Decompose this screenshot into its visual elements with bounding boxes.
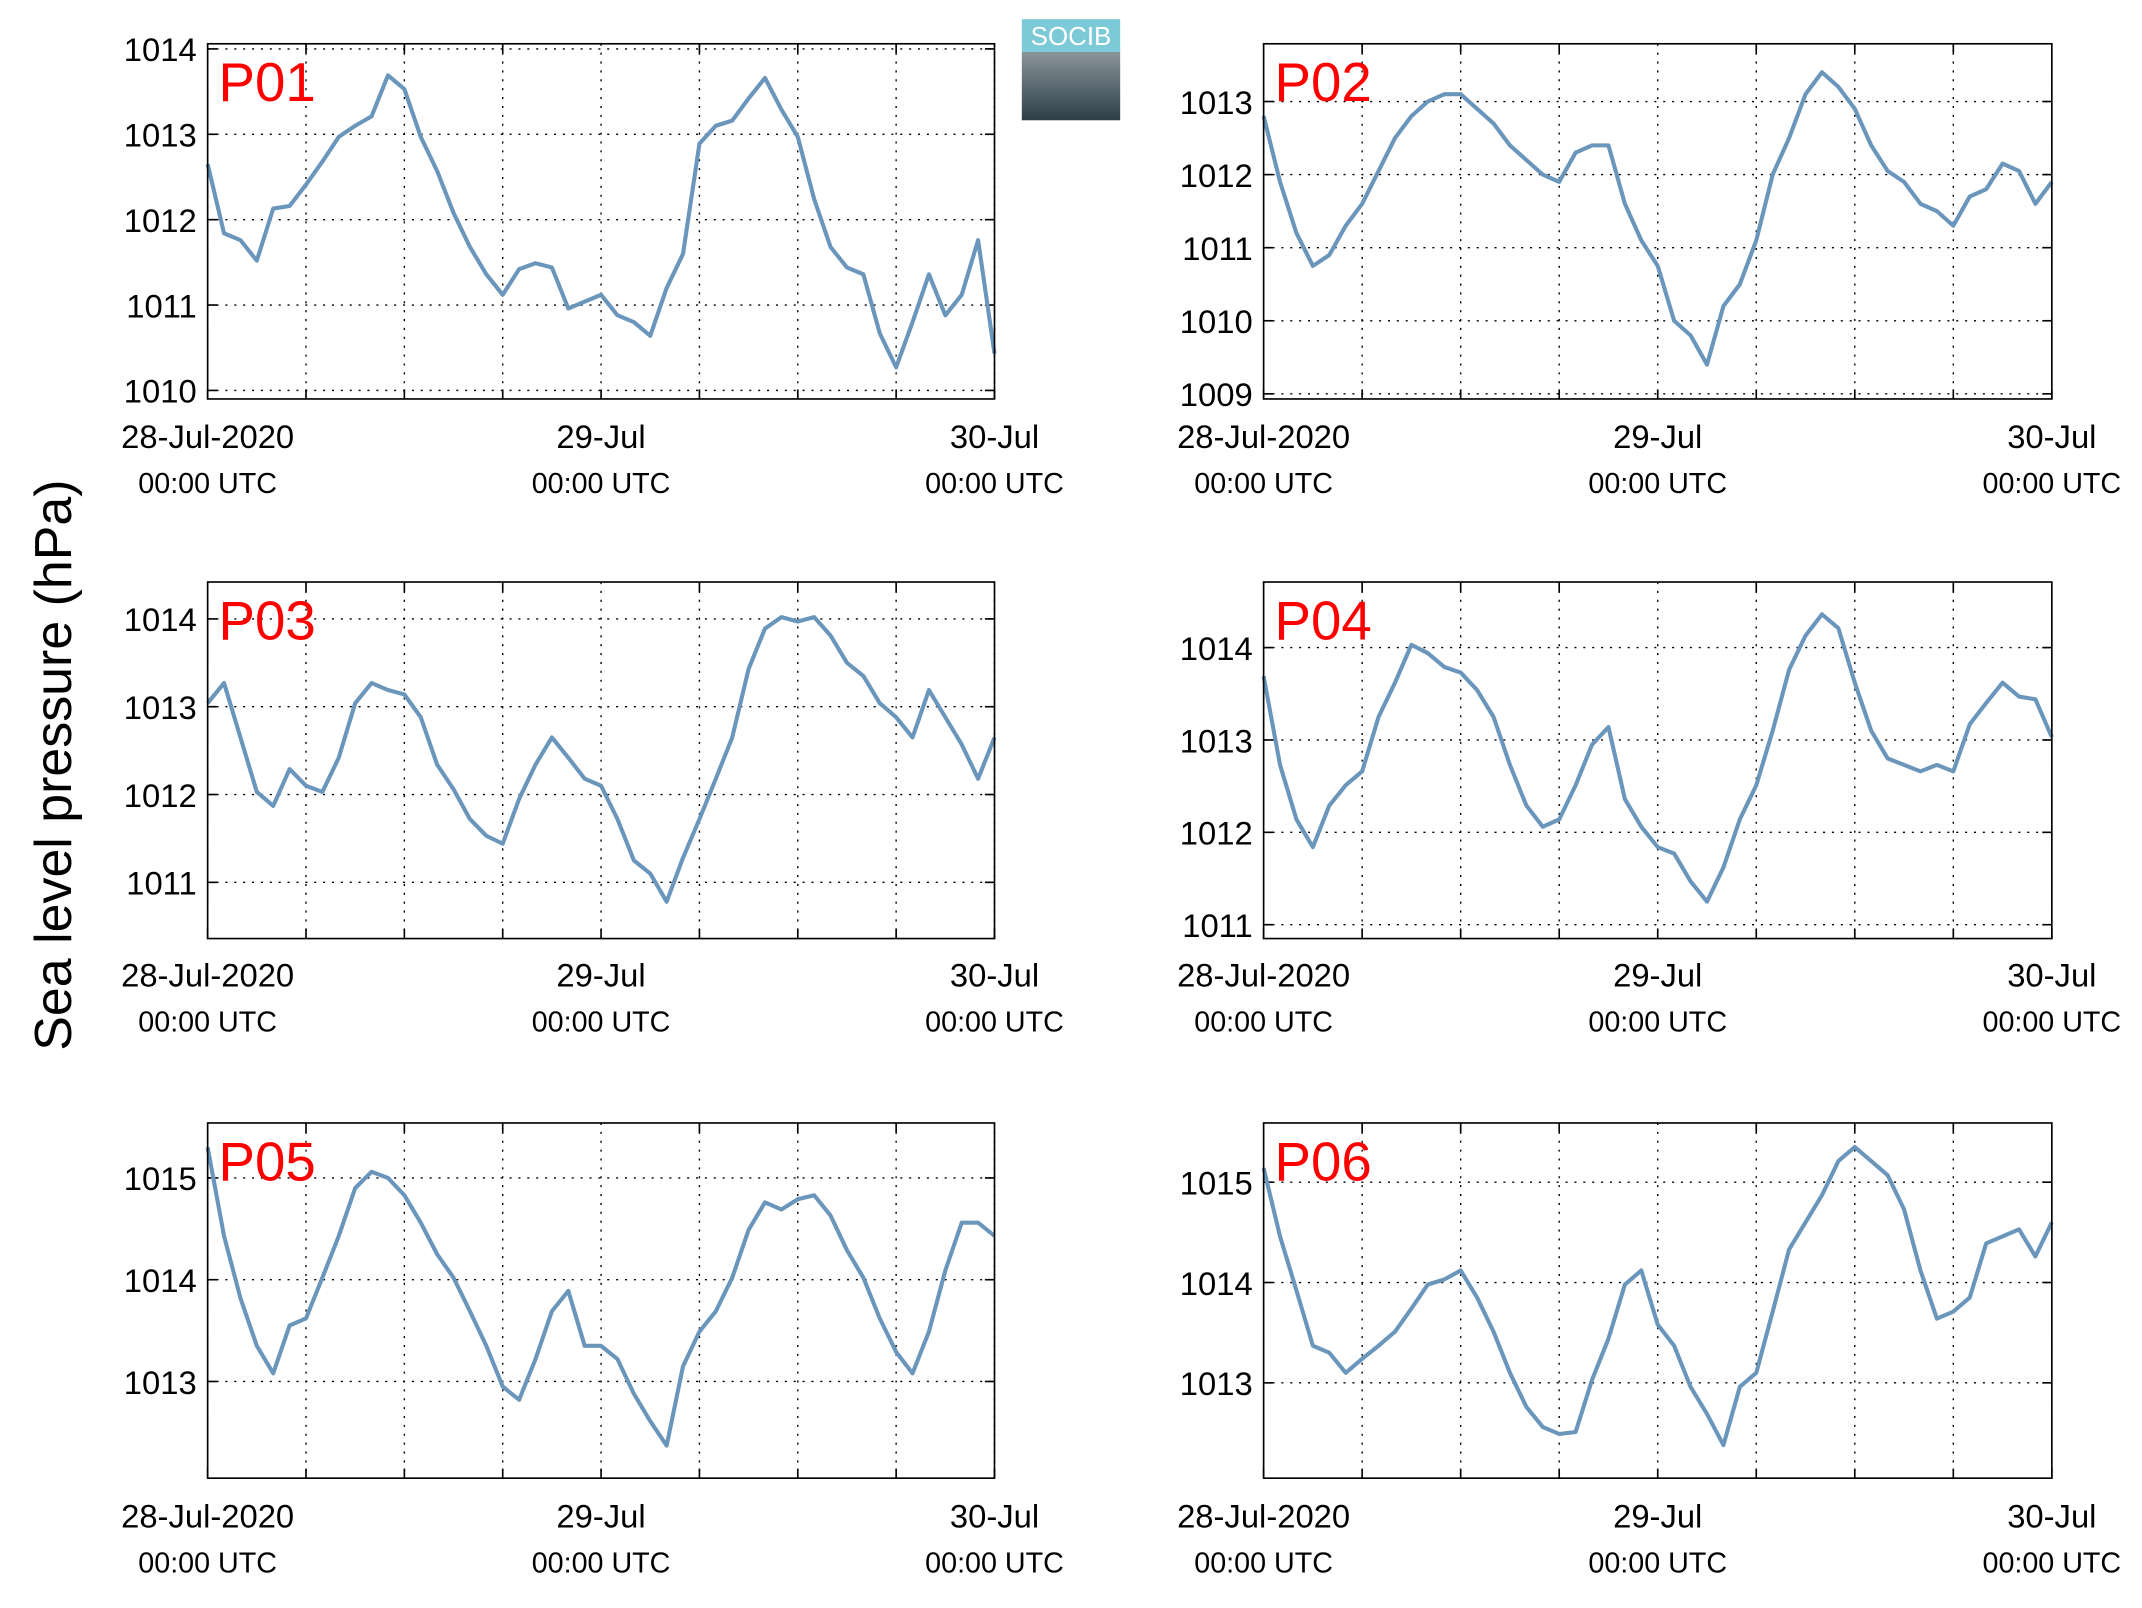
x-tick-label: 30-Jul <box>950 956 1039 993</box>
panel: 1009 1010 1011 1012 1013 28-Jul-2020 00:00 UTC… <box>1177 42 2122 500</box>
x-tick-sublabel: 00:00 UTC <box>925 468 1064 500</box>
x-tick-label: 30-Jul <box>2007 1497 2096 1534</box>
x-tick-sublabel: 00:00 UTC <box>1983 1006 2122 1038</box>
y-tick-label: 1011 <box>126 865 196 902</box>
series-line <box>1261 1145 2054 1448</box>
x-tick-label: 29-Jul <box>1613 418 1702 455</box>
x-tick-sublabel: 00:00 UTC <box>1588 468 1727 500</box>
y-tick-label: 1015 <box>1180 1164 1253 1201</box>
x-tick-label: 30-Jul <box>2007 956 2096 993</box>
y-axis-label: Sea level pressure (hPa) <box>25 479 83 1050</box>
panel: 1013 1014 1015 28-Jul-2020 00:00 UTC 29-Jul 00… <box>1177 1122 2122 1579</box>
y-tick-label: 1012 <box>124 777 197 814</box>
y-tick-label: 1014 <box>1180 1265 1253 1302</box>
series-line <box>206 615 997 904</box>
panel: 1011 1012 1013 1014 28-Jul-2020 00:00 UTC 29-J… <box>121 581 1064 1038</box>
x-tick-label: 29-Jul <box>1613 956 1702 993</box>
x-tick-sublabel: 00:00 UTC <box>1194 1547 1333 1579</box>
panel: 1010 1011 1012 1013 1014 28-Jul-2020 00:00 UTC… <box>121 31 1064 500</box>
y-tick-label: 1013 <box>124 1364 197 1401</box>
x-tick-sublabel: 00:00 UTC <box>1194 468 1333 500</box>
panel-title: P06 <box>1275 1131 1372 1192</box>
x-tick-label: 28-Jul-2020 <box>1177 1497 1350 1534</box>
y-tick-label: 1013 <box>1180 1365 1253 1402</box>
x-tick-label: 28-Jul-2020 <box>121 1497 294 1534</box>
x-tick-label: 29-Jul <box>556 956 645 993</box>
plot-frame <box>1262 42 2053 400</box>
y-tick-label: 1013 <box>124 689 197 726</box>
panel-title: P01 <box>219 52 316 113</box>
y-tick-label: 1014 <box>124 601 197 638</box>
x-tick-sublabel: 00:00 UTC <box>138 1547 277 1579</box>
panel-title: P04 <box>1275 590 1372 651</box>
plot-frame <box>206 42 996 400</box>
series-line <box>1261 70 2054 367</box>
logo-body <box>1021 51 1121 121</box>
x-tick-label: 29-Jul <box>556 418 645 455</box>
plot-frame <box>206 1122 996 1479</box>
y-tick-label: 1015 <box>124 1160 197 1197</box>
y-tick-label: 1009 <box>1180 376 1253 413</box>
x-tick-sublabel: 00:00 UTC <box>138 1006 277 1038</box>
x-tick-sublabel: 00:00 UTC <box>1588 1547 1727 1579</box>
x-tick-label: 30-Jul <box>950 1497 1039 1534</box>
y-tick-label: 1014 <box>124 1262 197 1299</box>
panel-title: P03 <box>219 590 316 651</box>
y-tick-label: 1014 <box>124 31 197 68</box>
x-tick-sublabel: 00:00 UTC <box>1588 1006 1727 1038</box>
panel-title: P02 <box>1275 52 1372 113</box>
logo: SOCIB <box>1021 19 1121 121</box>
panel: 1013 1014 1015 28-Jul-2020 00:00 UTC 29-Jul 00… <box>121 1122 1064 1579</box>
series-line <box>205 1147 996 1448</box>
panel-title: P05 <box>219 1131 316 1192</box>
y-tick-label: 1011 <box>1182 907 1252 944</box>
y-tick-label: 1013 <box>124 117 197 154</box>
x-tick-label: 30-Jul <box>2007 418 2096 455</box>
y-tick-label: 1012 <box>1180 815 1253 852</box>
y-tick-label: 1011 <box>1182 230 1252 267</box>
y-tick-label: 1012 <box>124 202 197 239</box>
x-tick-sublabel: 00:00 UTC <box>532 1006 671 1038</box>
x-tick-label: 28-Jul-2020 <box>121 956 294 993</box>
x-tick-label: 29-Jul <box>556 1497 645 1534</box>
x-tick-label: 28-Jul-2020 <box>1177 956 1350 993</box>
x-tick-label: 28-Jul-2020 <box>121 418 294 455</box>
plot-frame <box>206 581 996 940</box>
x-tick-sublabel: 00:00 UTC <box>1983 468 2122 500</box>
plot-frame <box>1262 1122 2053 1479</box>
y-tick-label: 1011 <box>126 287 196 324</box>
plot-frame <box>1262 581 2053 940</box>
x-tick-sublabel: 00:00 UTC <box>925 1547 1064 1579</box>
x-tick-label: 29-Jul <box>1613 1497 1702 1534</box>
y-tick-label: 1010 <box>1180 303 1253 340</box>
x-tick-label: 30-Jul <box>950 418 1039 455</box>
y-tick-label: 1013 <box>1180 84 1253 121</box>
logo-band <box>1021 19 1121 52</box>
x-tick-sublabel: 00:00 UTC <box>1983 1547 2122 1579</box>
x-tick-sublabel: 00:00 UTC <box>138 468 277 500</box>
series-line <box>1261 612 2054 904</box>
y-tick-label: 1013 <box>1180 722 1253 759</box>
y-tick-label: 1014 <box>1180 630 1253 667</box>
logo-text: SOCIB <box>1031 23 1112 51</box>
x-tick-sublabel: 00:00 UTC <box>925 1006 1064 1038</box>
series-line <box>205 73 997 370</box>
panel: 1011 1012 1013 1014 28-Jul-2020 00:00 UTC 29-J… <box>1177 581 2122 1038</box>
y-tick-label: 1010 <box>124 373 197 410</box>
x-tick-sublabel: 00:00 UTC <box>532 468 671 500</box>
x-tick-label: 28-Jul-2020 <box>1177 418 1350 455</box>
x-tick-sublabel: 00:00 UTC <box>1194 1006 1333 1038</box>
y-tick-label: 1012 <box>1180 157 1253 194</box>
x-tick-sublabel: 00:00 UTC <box>532 1547 671 1579</box>
